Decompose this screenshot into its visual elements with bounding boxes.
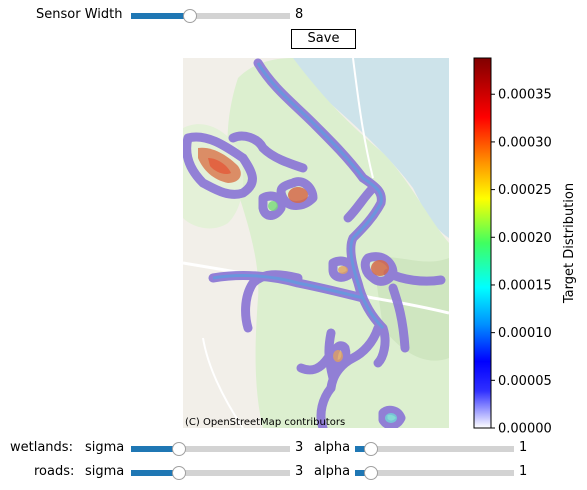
colorbar-tick-label: 0.00010 <box>498 326 552 341</box>
wetlands-sigma-fill <box>131 446 179 452</box>
colorbar: 0.00000 0.00005 0.00010 0.00015 0.00020 0.000… <box>473 57 577 437</box>
colorbar-tick-label: 0.00030 <box>498 135 552 150</box>
sensor-width-fill <box>131 13 190 19</box>
heat-inner-contours <box>212 62 385 330</box>
road-line <box>352 58 374 179</box>
sensor-width-label: Sensor Width <box>36 7 123 22</box>
sensor-width-value: 8 <box>295 7 304 22</box>
roads-sigma-fill <box>131 470 179 476</box>
colorbar-tick-label: 0.00015 <box>498 278 552 293</box>
colorbar-tick-label: 0.00035 <box>498 88 552 103</box>
roads-sigma-label: sigma <box>85 464 125 479</box>
heat-core <box>208 158 231 175</box>
colorbar-tick-label: 0.00000 <box>498 422 552 437</box>
roads-sigma-handle[interactable] <box>172 466 186 480</box>
heat-core <box>338 266 348 274</box>
water-area <box>293 58 449 238</box>
sensor-width-slider[interactable] <box>131 13 290 19</box>
heat-core <box>268 201 278 211</box>
wetlands-alpha-value: 1 <box>519 440 528 455</box>
colorbar-gradient <box>473 57 492 429</box>
colorbar-tick-label: 0.00025 <box>498 183 552 198</box>
colorbar-tick-label: 0.00005 <box>498 374 552 389</box>
colorbar-ticks: 0.00000 0.00005 0.00010 0.00015 0.00020 0.000… <box>491 88 552 437</box>
roads-sigma-value: 3 <box>295 464 304 479</box>
colorbar-label: Target Distribution <box>562 183 577 304</box>
wetlands-sigma-label: sigma <box>85 440 125 455</box>
roads-alpha-fill <box>355 470 371 476</box>
sensor-width-handle[interactable] <box>183 9 197 23</box>
wetlands-alpha-handle[interactable] <box>364 442 378 456</box>
heat-core <box>385 413 397 423</box>
heat-core <box>288 187 308 203</box>
wetlands-alpha-label: alpha <box>314 440 351 455</box>
heat-core <box>371 260 389 276</box>
wetlands-sigma-value: 3 <box>295 440 304 455</box>
roads-sigma-slider[interactable] <box>131 470 290 476</box>
wetlands-sigma-slider[interactable] <box>131 446 290 452</box>
heat-core <box>333 350 343 362</box>
wetlands-label: wetlands: <box>10 440 73 455</box>
wetlands-alpha-fill <box>355 446 371 452</box>
wetlands-sigma-handle[interactable] <box>172 442 186 456</box>
colorbar-tick-label: 0.00020 <box>498 231 552 246</box>
roads-alpha-slider[interactable] <box>355 470 514 476</box>
heatmap-map: (C) OpenStreetMap contributors <box>183 58 449 428</box>
roads-label: roads: <box>34 464 75 479</box>
roads-alpha-value: 1 <box>519 464 528 479</box>
save-button[interactable]: Save <box>291 29 356 49</box>
road-line <box>202 337 244 428</box>
map-attribution: (C) OpenStreetMap contributors <box>185 417 345 428</box>
roads-alpha-label: alpha <box>314 464 351 479</box>
wetlands-alpha-slider[interactable] <box>355 446 514 452</box>
roads-alpha-handle[interactable] <box>364 466 378 480</box>
